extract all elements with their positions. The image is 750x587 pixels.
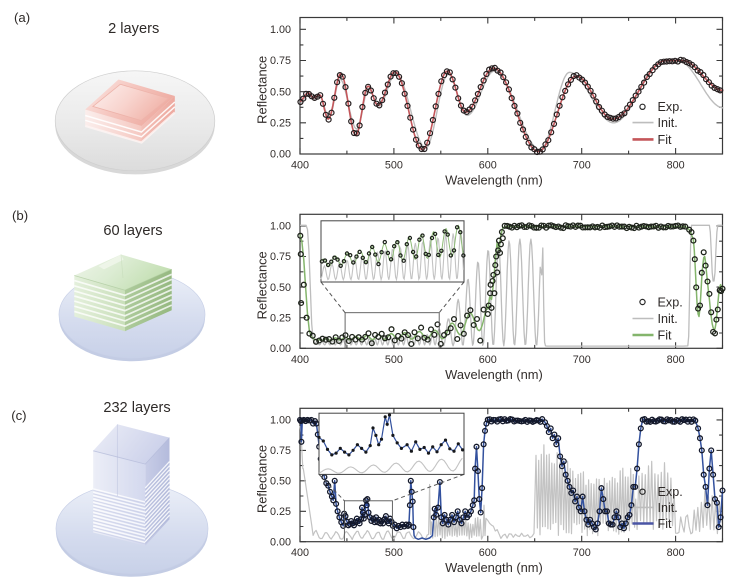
svg-text:600: 600 xyxy=(479,547,497,559)
svg-text:(b): (b) xyxy=(12,208,28,223)
svg-text:400: 400 xyxy=(291,354,309,366)
svg-text:232 layers: 232 layers xyxy=(103,400,170,416)
svg-text:Fit: Fit xyxy=(658,517,672,531)
svg-text:0.50: 0.50 xyxy=(270,476,291,488)
svg-text:400: 400 xyxy=(291,160,309,172)
svg-text:Init.: Init. xyxy=(658,116,678,130)
svg-text:Wavelength (nm): Wavelength (nm) xyxy=(445,560,543,575)
svg-text:0.75: 0.75 xyxy=(270,251,291,263)
svg-text:Exp.: Exp. xyxy=(658,100,683,114)
svg-text:Init.: Init. xyxy=(658,501,678,515)
svg-text:0.50: 0.50 xyxy=(270,86,291,98)
svg-text:0.50: 0.50 xyxy=(270,282,291,294)
svg-text:60 layers: 60 layers xyxy=(103,223,162,239)
svg-text:0.25: 0.25 xyxy=(270,506,291,518)
svg-text:Exp.: Exp. xyxy=(658,485,683,499)
svg-text:0.00: 0.00 xyxy=(270,343,291,355)
svg-text:1.00: 1.00 xyxy=(270,24,291,36)
svg-text:Fit: Fit xyxy=(658,328,672,342)
svg-text:800: 800 xyxy=(667,160,685,172)
svg-text:600: 600 xyxy=(479,354,497,366)
svg-text:0.75: 0.75 xyxy=(270,445,291,457)
svg-text:Wavelength (nm): Wavelength (nm) xyxy=(445,173,543,188)
svg-text:500: 500 xyxy=(385,547,403,559)
svg-text:Fit: Fit xyxy=(658,133,672,147)
svg-text:0.00: 0.00 xyxy=(270,536,291,548)
svg-text:1.00: 1.00 xyxy=(270,415,291,427)
svg-text:500: 500 xyxy=(385,160,403,172)
svg-text:400: 400 xyxy=(291,547,309,559)
svg-text:(a): (a) xyxy=(14,10,30,25)
svg-text:700: 700 xyxy=(573,354,591,366)
svg-text:Wavelength (nm): Wavelength (nm) xyxy=(445,367,543,382)
svg-text:0.00: 0.00 xyxy=(270,149,291,161)
svg-text:1.00: 1.00 xyxy=(270,221,291,233)
svg-text:(c): (c) xyxy=(11,408,26,423)
svg-text:800: 800 xyxy=(667,547,685,559)
svg-text:0.75: 0.75 xyxy=(270,55,291,67)
svg-text:700: 700 xyxy=(573,547,591,559)
svg-text:Exp.: Exp. xyxy=(658,295,683,309)
svg-text:600: 600 xyxy=(479,160,497,172)
svg-text:800: 800 xyxy=(667,354,685,366)
svg-text:0.25: 0.25 xyxy=(270,118,291,130)
svg-text:Reflectance: Reflectance xyxy=(255,445,270,513)
svg-text:Reflectance: Reflectance xyxy=(255,56,270,124)
svg-text:Init.: Init. xyxy=(658,312,678,326)
svg-text:0.25: 0.25 xyxy=(270,312,291,324)
svg-text:Reflectance: Reflectance xyxy=(255,251,270,319)
svg-text:700: 700 xyxy=(573,160,591,172)
svg-text:2 layers: 2 layers xyxy=(108,21,159,37)
svg-text:500: 500 xyxy=(385,354,403,366)
